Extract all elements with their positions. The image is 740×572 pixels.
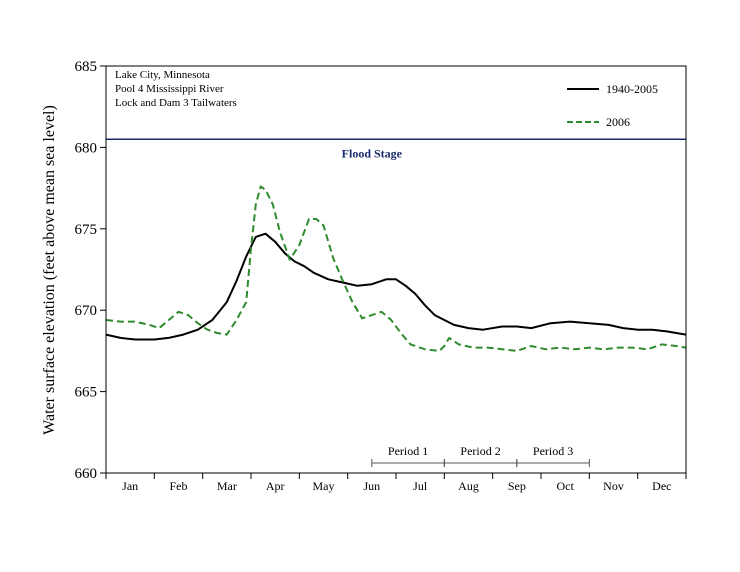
x-tick-label-sep: Sep	[508, 479, 526, 493]
series-line-2006	[105, 185, 687, 352]
series-group	[105, 185, 687, 352]
y-tick-label-665: 665	[75, 385, 98, 401]
annotation-line-1: Lake City, Minnesota	[115, 69, 210, 81]
y-tick-label-675: 675	[75, 222, 98, 238]
period-3-label: Period 3	[533, 444, 573, 458]
x-tick-label-jun: Jun	[363, 479, 380, 493]
flood-stage-label: Flood Stage	[342, 146, 403, 160]
x-tick-label-jan: Jan	[122, 479, 138, 493]
y-tick-label-660: 660	[75, 466, 98, 482]
x-tick-label-apr: Apr	[266, 479, 285, 493]
annotation-line-3: Lock and Dam 3 Tailwaters	[115, 97, 237, 109]
legend-label-2006: 2006	[606, 115, 630, 129]
annotation-line-2: Pool 4 Mississippi River	[115, 83, 224, 95]
x-tick-label-dec: Dec	[652, 479, 671, 493]
y-axis-ticks: 660 665 670 675 680 685	[75, 59, 106, 482]
x-tick-label-mar: Mar	[217, 479, 237, 493]
x-tick-label-may: May	[313, 479, 335, 493]
x-tick-label-feb: Feb	[170, 479, 188, 493]
y-tick-label-670: 670	[75, 303, 98, 319]
y-tick-label-680: 680	[75, 140, 98, 156]
y-axis-label: Water surface elevation (feet above mean…	[41, 105, 58, 435]
x-tick-label-nov: Nov	[603, 479, 624, 493]
series-line-1940-2005	[105, 232, 687, 341]
period-2-label: Period 2	[460, 444, 500, 458]
period-1-label: Period 1	[388, 444, 428, 458]
x-axis-ticks: Jan Feb Mar Apr May Jun Jul Aug Sep Oct Nov Dec	[105, 473, 687, 493]
legend-label-1940-2005: 1940-2005	[606, 82, 658, 96]
legend: 1940-2005 2006	[567, 82, 658, 129]
x-tick-label-oct: Oct	[557, 479, 575, 493]
annotation: Lake City, Minnesota Pool 4 Mississippi …	[115, 69, 237, 109]
periods-group: Period 1 Period 2 Period 3	[371, 444, 590, 467]
plot-frame	[105, 65, 687, 474]
flood-stage-group: Flood Stage	[106, 138, 686, 160]
x-tick-label-aug: Aug	[458, 479, 479, 493]
y-tick-label-685: 685	[75, 59, 98, 75]
x-tick-label-jul: Jul	[413, 479, 428, 493]
